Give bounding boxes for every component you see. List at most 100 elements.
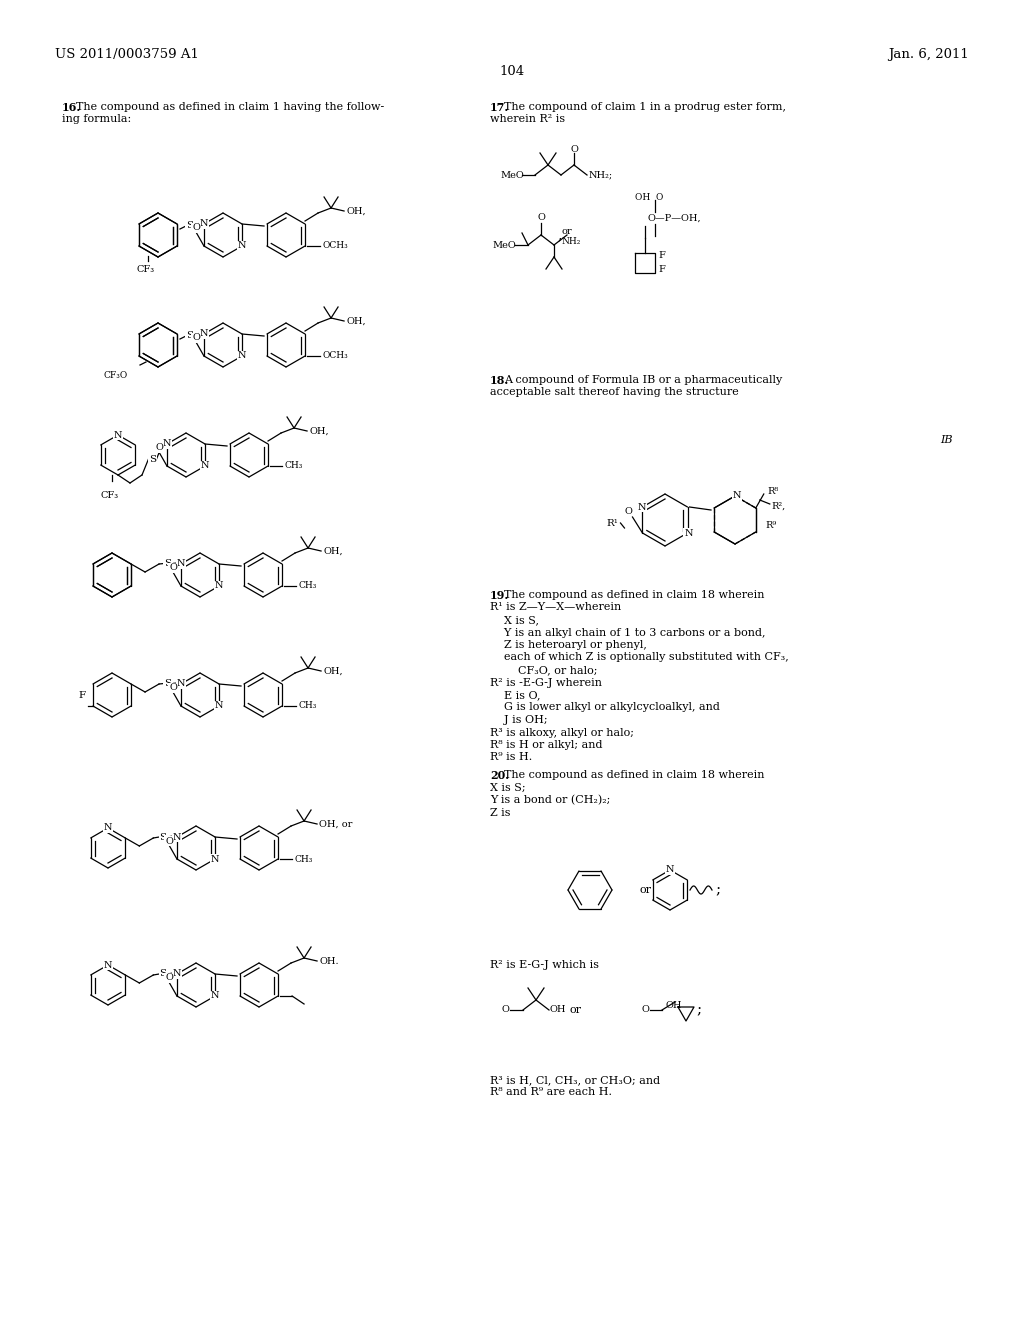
- Text: CF₃O: CF₃O: [103, 371, 128, 380]
- Text: CF₃O, or halo;: CF₃O, or halo;: [490, 665, 597, 675]
- Text: S: S: [186, 331, 194, 341]
- Text: N: N: [200, 330, 208, 338]
- Text: CF₃: CF₃: [101, 491, 119, 500]
- Text: S: S: [160, 833, 167, 842]
- Text: Y is a bond or (CH₂)₂;: Y is a bond or (CH₂)₂;: [490, 795, 610, 805]
- Text: each of which Z is optionally substituted with CF₃,: each of which Z is optionally substitute…: [490, 652, 788, 663]
- Text: 17.: 17.: [490, 102, 509, 114]
- Text: OH,: OH,: [323, 546, 343, 556]
- Text: S: S: [148, 454, 156, 463]
- Text: 19.: 19.: [490, 590, 509, 601]
- Text: OCH₃: OCH₃: [323, 351, 348, 360]
- Text: 104: 104: [500, 65, 524, 78]
- Text: R⁸: R⁸: [767, 487, 778, 496]
- Text: OH,: OH,: [323, 667, 343, 676]
- Text: N: N: [177, 680, 185, 689]
- Text: O: O: [155, 444, 163, 453]
- Text: O: O: [625, 507, 633, 516]
- Text: N: N: [173, 833, 181, 842]
- Text: J is OH;: J is OH;: [490, 715, 548, 725]
- Text: 16.: 16.: [62, 102, 81, 114]
- Text: N: N: [103, 961, 113, 969]
- Text: N: N: [211, 854, 219, 863]
- Text: 18.: 18.: [490, 375, 509, 385]
- Text: G is lower alkyl or alkylcycloalkyl, and: G is lower alkyl or alkylcycloalkyl, and: [490, 702, 720, 713]
- Text: R¹: R¹: [606, 519, 618, 528]
- Text: N: N: [733, 491, 741, 500]
- Text: The compound of claim 1 in a prodrug ester form,: The compound of claim 1 in a prodrug est…: [504, 102, 786, 112]
- Text: R¹ is Z—Y—X—wherein: R¹ is Z—Y—X—wherein: [490, 602, 622, 612]
- Text: F: F: [658, 265, 665, 275]
- Text: S: S: [160, 969, 167, 978]
- Text: A compound of Formula IB or a pharmaceutically: A compound of Formula IB or a pharmaceut…: [504, 375, 782, 385]
- Text: O: O: [193, 223, 200, 232]
- Text: Jan. 6, 2011: Jan. 6, 2011: [888, 48, 969, 61]
- Text: R² is -E-G-J wherein: R² is -E-G-J wherein: [490, 677, 602, 688]
- Text: O: O: [165, 837, 173, 846]
- Text: OH,: OH,: [309, 426, 329, 436]
- Text: ,: ,: [557, 228, 561, 242]
- Text: ing formula:: ing formula:: [62, 114, 131, 124]
- Text: F: F: [79, 690, 86, 700]
- Text: N: N: [211, 991, 219, 1001]
- Text: N: N: [238, 242, 247, 251]
- Text: R³ is H, Cl, CH₃, or CH₃O; and: R³ is H, Cl, CH₃, or CH₃O; and: [490, 1074, 660, 1085]
- Text: S: S: [186, 222, 194, 231]
- Text: N: N: [200, 219, 208, 228]
- Text: ;: ;: [715, 883, 720, 898]
- Text: or: or: [639, 884, 651, 895]
- Text: O—P—OH,: O—P—OH,: [648, 214, 701, 223]
- Text: N: N: [114, 430, 122, 440]
- Text: Z is: Z is: [490, 808, 511, 817]
- Text: N: N: [177, 560, 185, 569]
- Text: CF₃: CF₃: [137, 265, 155, 275]
- Text: MeO: MeO: [492, 240, 516, 249]
- Text: or: or: [570, 1005, 582, 1015]
- Text: N: N: [215, 582, 223, 590]
- Text: N: N: [684, 528, 693, 537]
- Text: R⁹ is H.: R⁹ is H.: [490, 752, 532, 763]
- Text: R⁸ is H or alkyl; and: R⁸ is H or alkyl; and: [490, 741, 602, 750]
- Text: NH₂: NH₂: [562, 238, 582, 247]
- Text: NH₂;: NH₂;: [589, 170, 613, 180]
- Text: R⁸ and R⁹ are each H.: R⁸ and R⁹ are each H.: [490, 1086, 612, 1097]
- Text: or: or: [562, 227, 572, 236]
- Text: O: O: [570, 144, 578, 153]
- Text: US 2011/0003759 A1: US 2011/0003759 A1: [55, 48, 199, 61]
- Text: R⁹: R⁹: [765, 520, 776, 529]
- Text: S: S: [165, 678, 172, 688]
- Text: R² is E-G-J which is: R² is E-G-J which is: [490, 960, 599, 970]
- Text: O: O: [193, 334, 200, 342]
- Text: O: O: [169, 564, 177, 573]
- Text: 20.: 20.: [490, 770, 509, 781]
- Text: O: O: [169, 684, 177, 693]
- Text: ;: ;: [696, 1003, 701, 1016]
- Text: N: N: [238, 351, 247, 360]
- Text: MeO: MeO: [500, 170, 523, 180]
- Text: N: N: [103, 824, 113, 833]
- Text: N: N: [215, 701, 223, 710]
- Text: OH  O: OH O: [635, 194, 664, 202]
- Text: S: S: [165, 558, 172, 568]
- Text: O: O: [642, 1006, 650, 1015]
- Text: CH₃: CH₃: [284, 462, 302, 470]
- Text: R³ is alkoxy, alkyl or halo;: R³ is alkoxy, alkyl or halo;: [490, 727, 634, 738]
- Text: N: N: [637, 503, 646, 511]
- Text: OH: OH: [549, 1006, 565, 1015]
- Text: acceptable salt thereof having the structure: acceptable salt thereof having the struc…: [490, 387, 738, 397]
- Text: N: N: [173, 969, 181, 978]
- Text: Z is heteroaryl or phenyl,: Z is heteroaryl or phenyl,: [490, 640, 647, 649]
- Text: N: N: [666, 866, 674, 874]
- Text: O: O: [537, 214, 545, 223]
- Text: O: O: [165, 974, 173, 982]
- Text: OH: OH: [666, 1001, 683, 1010]
- Text: OH,: OH,: [346, 317, 366, 326]
- Text: N: N: [163, 440, 171, 449]
- Text: OH, or: OH, or: [319, 820, 352, 829]
- Text: OH.: OH.: [319, 957, 339, 965]
- Text: OCH₃: OCH₃: [323, 242, 348, 251]
- Text: N: N: [201, 462, 209, 470]
- Text: CH₃: CH₃: [294, 854, 312, 863]
- Text: CH₃: CH₃: [298, 582, 316, 590]
- Text: wherein R² is: wherein R² is: [490, 114, 565, 124]
